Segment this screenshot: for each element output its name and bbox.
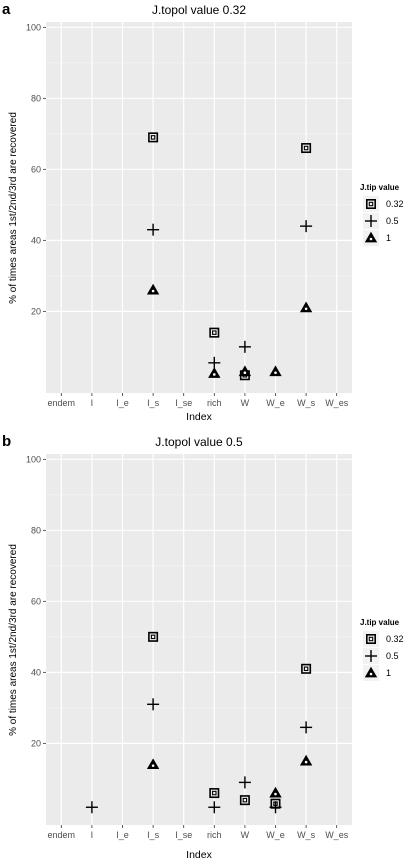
data-point-triangle	[269, 786, 282, 798]
plot-background	[46, 454, 352, 825]
data-point-plus	[147, 698, 160, 711]
x-tick-label: I_e	[116, 830, 129, 840]
legend-label: 1	[386, 668, 391, 678]
data-point-triangle	[146, 283, 160, 295]
y-tick-label: 20	[31, 738, 41, 748]
x-tick-label: W	[241, 830, 250, 840]
data-point-triangle	[208, 367, 221, 378]
data-point-plus	[147, 223, 160, 236]
data-point-square	[301, 663, 312, 674]
data-point-plus	[269, 801, 282, 814]
data-point-triangle	[299, 754, 313, 766]
y-tick-label: 60	[31, 596, 41, 606]
y-tick-label: 100	[26, 22, 41, 32]
x-axis-label: Index	[186, 849, 212, 861]
legend-label: 1	[386, 233, 391, 243]
x-tick-label: rich	[207, 398, 222, 408]
data-point-square	[209, 788, 220, 799]
legend-key-background	[363, 196, 379, 212]
data-point-triangle	[269, 365, 282, 377]
legend-title: J.tip value	[360, 618, 400, 627]
x-tick-label: W_es	[325, 830, 349, 840]
x-tick-label: I_s	[147, 830, 160, 840]
x-tick-label: I	[91, 398, 94, 408]
x-tick-label: W	[241, 398, 250, 408]
data-point-square	[301, 143, 312, 154]
data-point-plus	[300, 721, 313, 734]
y-tick-label: 20	[31, 306, 41, 316]
data-point-plus	[238, 340, 251, 353]
plot-background	[46, 22, 352, 393]
data-point-plus	[300, 220, 313, 233]
x-tick-label: W_s	[297, 398, 316, 408]
y-axis-label: % of times areas 1st/2nd/3rd are recover…	[8, 544, 19, 736]
chart-title: J.topol value 0.5	[155, 435, 243, 449]
x-tick-label: W_e	[266, 398, 285, 408]
data-point-plus	[208, 801, 221, 814]
legend-label: 0.32	[386, 199, 404, 209]
legend-key-triangle	[364, 231, 378, 243]
y-tick-label: 80	[31, 93, 41, 103]
legend: J.tip value 0.32 0.5 1	[360, 618, 404, 681]
chart-title: J.topol value 0.32	[152, 3, 246, 17]
legend-key-square	[365, 199, 376, 210]
legend-label: 0.5	[386, 651, 399, 661]
panel-label: a	[2, 1, 11, 18]
x-tick-label: I_se	[175, 398, 192, 408]
x-tick-label: I_s	[147, 398, 160, 408]
panel-b: 20 40 60 80 100 endem I I_e I_s I_se rich W W_e W_s W_…	[2, 433, 404, 861]
x-tick-label: I	[91, 830, 94, 840]
data-point-plus	[238, 776, 251, 789]
x-tick-label: I_e	[116, 398, 129, 408]
y-tick-label: 40	[31, 667, 41, 677]
data-point-triangle	[146, 758, 160, 770]
legend-key-plus	[365, 650, 377, 662]
x-tick-label: I_se	[175, 830, 192, 840]
x-tick-label: W_e	[266, 830, 285, 840]
y-tick-label: 60	[31, 164, 41, 174]
legend-key-square	[365, 633, 376, 644]
legend-label: 0.5	[386, 216, 399, 226]
data-point-triangle	[299, 301, 313, 313]
legend-label: 0.32	[386, 634, 404, 644]
x-tick-label: endem	[48, 830, 76, 840]
y-tick-label: 40	[31, 235, 41, 245]
panel-label: b	[2, 433, 11, 450]
data-point-square	[239, 795, 250, 806]
y-axis-label: % of times areas 1st/2nd/3rd are recover…	[8, 112, 19, 304]
data-point-triangle	[238, 365, 252, 377]
legend: J.tip value 0.32 0.5 1	[360, 183, 404, 246]
x-tick-label: endem	[48, 398, 76, 408]
y-tick-label: 100	[26, 454, 41, 464]
data-point-square	[148, 132, 159, 143]
panel-a: 20 40 60 80 100 endem I I_e I_s I_se rich W W_e W_s W_…	[2, 1, 404, 423]
data-point-square	[148, 631, 159, 642]
x-tick-label: W_s	[297, 830, 316, 840]
data-point-square	[209, 327, 220, 338]
y-tick-label: 80	[31, 525, 41, 535]
legend-key-triangle	[364, 666, 378, 678]
legend-title: J.tip value	[360, 183, 400, 192]
x-tick-label: W_es	[325, 398, 349, 408]
data-point-plus	[208, 356, 221, 369]
x-axis-label: Index	[186, 411, 212, 423]
x-tick-label: rich	[207, 830, 222, 840]
legend-key-plus	[365, 215, 377, 227]
data-point-plus	[85, 801, 98, 814]
legend-key-background	[363, 631, 379, 647]
